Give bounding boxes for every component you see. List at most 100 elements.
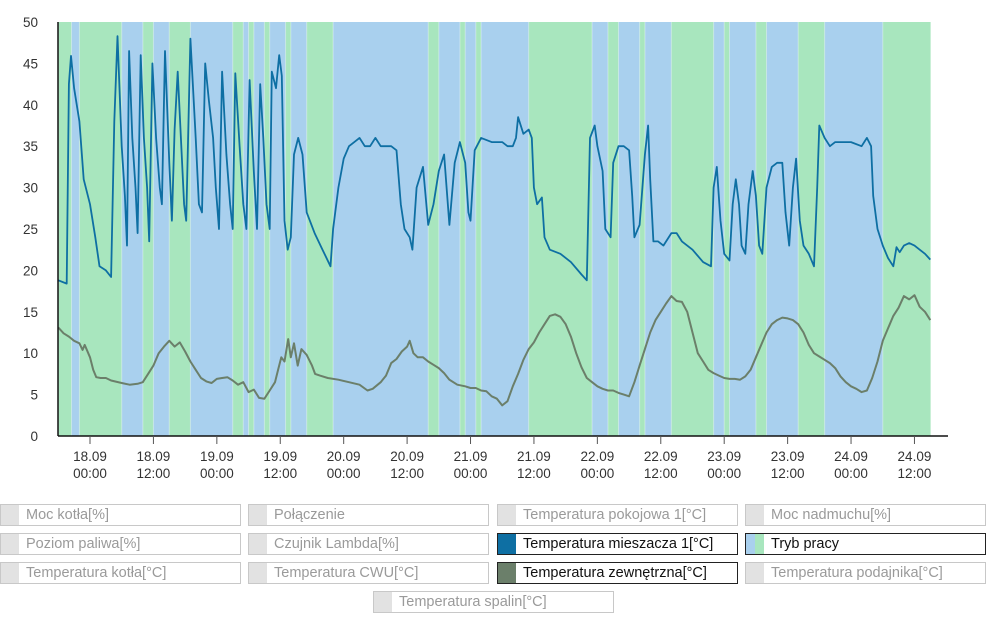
y-tick-label: 35 [23,139,38,154]
x-tick-time: 00:00 [454,466,488,481]
x-tick-time: 12:00 [898,466,932,481]
tryb-pracy-band [269,22,286,436]
series-line-temperatura-zewnetrzna [57,294,932,407]
tryb-pracy-band [71,22,80,436]
tryb-pracy-band [459,22,466,436]
legend-swatch [498,534,516,554]
legend-item-temperatura-pokojowa-1[interactable]: Temperatura pokojowa 1[°C] [497,504,738,526]
y-tick-label: 25 [23,222,38,237]
x-tick-date: 23.09 [771,449,805,464]
x-tick-date: 24.09 [834,449,868,464]
x-tick-date: 18.09 [73,449,107,464]
y-tick-label: 40 [23,98,38,113]
x-tick-date: 22.09 [580,449,614,464]
legend-item-tryb-pracy[interactable]: Tryb pracy [745,533,986,555]
legend-item-temperatura-mieszacza-1[interactable]: Temperatura mieszacza 1[°C] [497,533,738,555]
legend-item-temperatura-spalin[interactable]: Temperatura spalin[°C] [373,591,614,613]
x-tick-time: 12:00 [390,466,424,481]
legend-swatch-green [755,534,764,554]
tryb-pracy-band [121,22,144,436]
tryb-pracy-band [592,22,609,436]
tryb-pracy-band [285,22,292,436]
tryb-pracy-band [644,22,672,436]
tryb-pracy-band [428,22,440,436]
y-tick-label: 0 [30,429,38,444]
tryb-pracy-band [729,22,757,436]
legend-swatch [249,563,267,583]
legend-label: Moc kotła[%] [26,507,109,523]
tryb-pracy-band [232,22,244,436]
tryb-pracy-band [607,22,619,436]
axes [57,22,948,437]
x-tick-time: 00:00 [200,466,234,481]
series-lines [57,35,932,407]
y-tick-label: 5 [30,388,38,403]
legend-swatch [1,534,19,554]
tryb-pracy-band [882,22,931,436]
x-tick-time: 00:00 [73,466,107,481]
tryb-pracy-band [190,22,233,436]
legend-label: Temperatura kotła[°C] [26,565,167,581]
x-tick-time: 12:00 [771,466,805,481]
legend-swatch [1,505,19,525]
legend-item-temperatura-cwu[interactable]: Temperatura CWU[°C] [248,562,489,584]
legend-item-czujnik-lambda[interactable]: Czujnik Lambda[%] [248,533,489,555]
tryb-pracy-band [755,22,767,436]
y-tick-label: 45 [23,56,38,71]
legend-item-temperatura-kotla[interactable]: Temperatura kotła[°C] [0,562,241,584]
tryb-pracy-band [248,22,255,436]
y-axis-ticks: 0 5 10 15 20 25 30 35 40 45 50 [23,15,38,444]
legend-label: Temperatura pokojowa 1[°C] [523,507,707,523]
legend-swatch [498,505,516,525]
tryb-pracy-band [333,22,429,436]
tryb-pracy-band [528,22,593,436]
tryb-pracy-band [481,22,529,436]
x-tick-date: 24.09 [898,449,932,464]
legend-label: Temperatura spalin[°C] [399,594,547,610]
chart: 0 5 10 15 20 25 30 35 40 45 50 18.09 00:00 18.09 12:0… [23,15,948,481]
tryb-pracy-band [253,22,265,436]
x-tick-time: 12:00 [137,466,171,481]
legend-label: Czujnik Lambda[%] [274,536,399,552]
x-tick-time: 12:00 [263,466,297,481]
legend-swatch [746,563,764,583]
tryb-pracy-band [766,22,799,436]
tryb-pracy-band [618,22,640,436]
tryb-pracy-band [713,22,725,436]
legend-item-temperatura-zewnetrzna[interactable]: Temperatura zewnętrzna[°C] [497,562,738,584]
legend-label: Połączenie [274,507,345,523]
legend-item-poziom-paliwa[interactable]: Poziom paliwa[%] [0,533,241,555]
legend-item-moc-kotla[interactable]: Moc kotła[%] [0,504,241,526]
tryb-pracy-band [264,22,270,436]
legend-item-temperatura-podajnika[interactable]: Temperatura podajnika[°C] [745,562,986,584]
tryb-pracy-band [475,22,482,436]
tryb-pracy-band [438,22,461,436]
x-tick-date: 21.09 [454,449,488,464]
legend-swatch [498,563,516,583]
legend-label: Temperatura podajnika[°C] [771,565,943,581]
tryb-pracy-band [465,22,477,436]
legend-swatch [746,534,764,554]
legend-swatch [249,505,267,525]
x-tick-time: 12:00 [644,466,678,481]
x-tick-time: 12:00 [517,466,551,481]
tryb-pracy-band [290,22,307,436]
tryb-pracy-band [153,22,170,436]
x-tick-date: 21.09 [517,449,551,464]
y-tick-label: 30 [23,181,38,196]
legend-item-polaczenie[interactable]: Połączenie [248,504,489,526]
legend-swatch [746,505,764,525]
y-tick-label: 10 [23,346,38,361]
tryb-pracy-band [798,22,825,436]
x-tick-date: 18.09 [137,449,171,464]
x-tick-time: 00:00 [580,466,614,481]
x-tick-date: 23.09 [707,449,741,464]
tryb-pracy-band [724,22,730,436]
legend-item-moc-nadmuchu[interactable]: Moc nadmuchu[%] [745,504,986,526]
x-tick-date: 20.09 [327,449,361,464]
x-tick-date: 19.09 [263,449,297,464]
legend: Moc kotła[%] Połączenie Temperatura poko… [0,504,1000,616]
tryb-pracy-band [671,22,714,436]
legend-swatch-blue [746,534,755,554]
legend-label: Moc nadmuchu[%] [771,507,892,523]
